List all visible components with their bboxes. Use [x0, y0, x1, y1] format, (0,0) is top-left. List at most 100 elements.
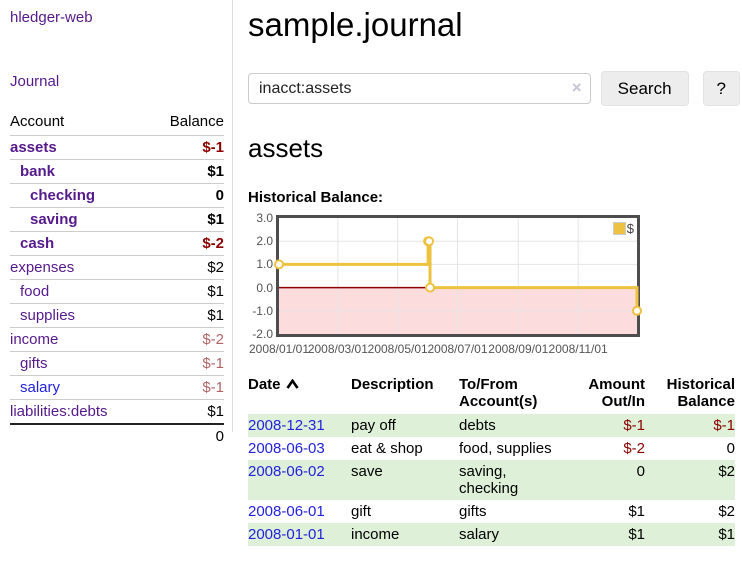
chart-label: Historical Balance: [248, 189, 384, 206]
account-balance: $1 [147, 207, 224, 232]
register-description: save [351, 463, 383, 480]
balance-column-header: Historical Balance [666, 376, 735, 410]
register-amount: $-2 [623, 440, 645, 457]
register-date-link[interactable]: 2008-01-01 [248, 526, 325, 543]
register-date-link[interactable]: 2008-06-03 [248, 440, 325, 457]
register-amount: $1 [628, 526, 645, 543]
sidebar-account-link[interactable]: gifts [20, 355, 48, 372]
account-row: assets $-1 [10, 135, 224, 160]
register-row: 2008-01-01 income salary $1 $1 [248, 523, 735, 546]
x-axis-tick-label: 2008/01/01 [248, 342, 310, 356]
help-button[interactable]: ? [702, 71, 740, 106]
x-axis-tick-label: 2008/07/01 [427, 342, 488, 356]
register-row: 2008-06-02 save saving, checking 0 $2 [248, 460, 735, 500]
register-description: income [351, 526, 400, 543]
account-balance: $1 [147, 279, 224, 304]
register-accounts: debts [459, 417, 496, 434]
register-accounts: gifts [459, 503, 487, 520]
sidebar-account-link[interactable]: income [10, 331, 59, 348]
sidebar-account-link[interactable]: bank [20, 163, 56, 180]
sidebar: hledger-web Journal Account Balance asse… [0, 0, 233, 449]
account-balance: $-2 [147, 231, 224, 256]
register-balance: $2 [718, 503, 735, 520]
y-axis-tick-label: 1.0 [256, 257, 273, 272]
register-accounts: food, supplies [459, 440, 552, 457]
sidebar-account-link[interactable]: saving [30, 211, 78, 228]
account-balance: $1 [147, 399, 224, 424]
y-axis-tick-label: 3.0 [256, 211, 273, 225]
accounts-header-row: Account Balance [10, 111, 224, 136]
accounts-total-row: 0 [10, 423, 224, 449]
account-balance: $2 [147, 255, 224, 280]
account-row: food $1 [10, 279, 224, 304]
legend-swatch [612, 222, 626, 235]
register-date-link[interactable]: 2008-06-01 [248, 503, 325, 520]
accounts-column-header: To/From Account(s) [459, 376, 538, 410]
sidebar-account-link[interactable]: salary [20, 379, 61, 396]
sidebar-account-link[interactable]: food [20, 283, 50, 300]
x-axis-tick-label: 2008/09/01 [488, 342, 549, 356]
main-content: sample.journal × Search ? assets Histori… [248, 0, 740, 546]
chart-legend: $ [612, 221, 634, 236]
search-bar: × Search ? [248, 71, 740, 106]
x-axis-tick-label: 2008/05/01 [367, 342, 428, 356]
sidebar-account-link[interactable]: expenses [10, 259, 75, 276]
search-button[interactable]: Search [600, 71, 689, 106]
search-input[interactable] [248, 73, 591, 104]
register-row: 2008-06-03 eat & shop food, supplies $-2 0 [248, 437, 735, 460]
account-row: supplies $1 [10, 303, 224, 328]
legend-label: $ [626, 221, 634, 236]
y-axis-tick-label: 2.0 [256, 234, 273, 249]
register-accounts: salary [459, 526, 500, 543]
page-title: sample.journal [248, 6, 463, 43]
historical-balance-chart: $ 3.0 2.0 1.0 0.0 -1.0 -2.0 2008/01/01 2008/03/… [248, 211, 642, 356]
accounts-total-value: 0 [147, 423, 224, 449]
x-axis-tick-label: 2008/03/01 [307, 342, 368, 356]
y-axis-tick-label: -2.0 [252, 327, 273, 341]
account-row: expenses $2 [10, 255, 224, 280]
account-row: salary $-1 [10, 375, 224, 400]
y-axis-tick-label: 0.0 [256, 280, 273, 295]
amount-column-header: Amount Out/In [588, 376, 645, 410]
sidebar-account-link[interactable]: checking [30, 187, 96, 204]
account-heading: assets [248, 133, 324, 163]
account-balance: $1 [147, 159, 224, 184]
y-axis-tick-label: -1.0 [252, 303, 273, 318]
clear-search-icon[interactable]: × [571, 78, 582, 97]
account-balance: $-1 [147, 375, 224, 400]
register-description: gift [351, 503, 372, 520]
account-row: checking 0 [10, 183, 224, 208]
accounts-table: Account Balance assets $-1 bank $1 checking 0… [10, 111, 224, 449]
chart-plot-area: $ [274, 215, 642, 337]
register-balance: $-1 [713, 417, 735, 434]
register-row: 2008-12-31 pay off debts $-1 $-1 [248, 414, 735, 437]
register-description: eat & shop [351, 440, 423, 457]
register-balance: $1 [718, 526, 735, 543]
chart-svg [274, 218, 642, 334]
sort-ascending-icon [285, 376, 299, 393]
sidebar-item-journal[interactable]: Journal [10, 73, 60, 90]
register-balance: $2 [718, 463, 735, 480]
account-balance: $-1 [147, 135, 224, 160]
register-row: 2008-06-01 gift gifts $1 $2 [248, 500, 735, 523]
account-balance: $-2 [147, 327, 224, 352]
sidebar-account-link[interactable]: liabilities:debts [10, 403, 108, 420]
sidebar-account-link[interactable]: assets [10, 139, 57, 156]
account-column-header: Account [10, 113, 65, 130]
account-row: liabilities:debts $1 [10, 399, 224, 424]
register-date-link[interactable]: 2008-06-02 [248, 463, 325, 480]
register-date-link[interactable]: 2008-12-31 [248, 417, 325, 434]
app-title-link[interactable]: hledger-web [10, 9, 93, 26]
register-header-row: Date Description To/From Account(s) Amou… [248, 374, 735, 414]
register-balance: 0 [726, 440, 735, 457]
date-column-header[interactable]: Date [248, 374, 343, 414]
register-table: Date Description To/From Account(s) Amou… [248, 374, 735, 546]
account-balance: $-1 [147, 351, 224, 376]
sidebar-account-link[interactable]: cash [20, 235, 55, 252]
register-accounts: saving, checking [459, 463, 519, 497]
account-balance: $1 [147, 303, 224, 328]
account-row: saving $1 [10, 207, 224, 232]
register-amount: $-1 [623, 417, 645, 434]
sidebar-account-link[interactable]: supplies [20, 307, 76, 324]
balance-column-header: Balance [169, 113, 224, 130]
